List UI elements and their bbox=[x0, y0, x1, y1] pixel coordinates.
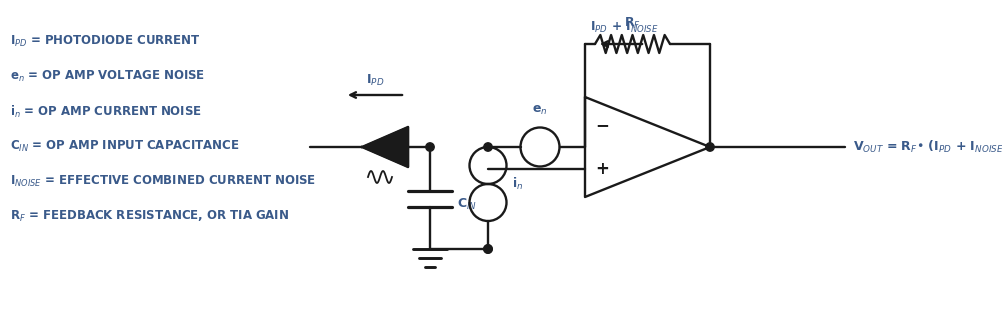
Text: e$_n$ = OP AMP VOLTAGE NOISE: e$_n$ = OP AMP VOLTAGE NOISE bbox=[10, 69, 205, 84]
Text: C$_{IN}$ = OP AMP INPUT CAPACITANCE: C$_{IN}$ = OP AMP INPUT CAPACITANCE bbox=[10, 139, 239, 154]
Text: I$_{PD}$: I$_{PD}$ bbox=[366, 73, 384, 88]
Text: I$_{PD}$ + I$_{NOISE}$: I$_{PD}$ + I$_{NOISE}$ bbox=[589, 20, 658, 35]
Text: R$_F$ = FEEDBACK RESISTANCE, OR TIA GAIN: R$_F$ = FEEDBACK RESISTANCE, OR TIA GAIN bbox=[10, 209, 289, 224]
Text: I$_{PD}$ = PHOTODIODE CURRENT: I$_{PD}$ = PHOTODIODE CURRENT bbox=[10, 34, 200, 49]
Text: e$_n$: e$_n$ bbox=[532, 104, 547, 117]
Text: V$_{OUT}$ = R$_F$• (I$_{PD}$ + I$_{NOISE}$): V$_{OUT}$ = R$_F$• (I$_{PD}$ + I$_{NOISE… bbox=[852, 139, 1002, 155]
Polygon shape bbox=[362, 127, 408, 167]
Text: i$_n$ = OP AMP CURRENT NOISE: i$_n$ = OP AMP CURRENT NOISE bbox=[10, 104, 201, 120]
Text: I$_{NOISE}$ = EFFECTIVE COMBINED CURRENT NOISE: I$_{NOISE}$ = EFFECTIVE COMBINED CURRENT… bbox=[10, 174, 316, 189]
Circle shape bbox=[483, 245, 492, 253]
Text: −: − bbox=[594, 116, 608, 134]
Circle shape bbox=[483, 143, 492, 151]
Text: +: + bbox=[594, 160, 608, 178]
Circle shape bbox=[705, 143, 713, 151]
Circle shape bbox=[483, 245, 492, 253]
Text: R$_F$: R$_F$ bbox=[623, 16, 640, 31]
Circle shape bbox=[426, 143, 434, 151]
Text: C$_{IN}$: C$_{IN}$ bbox=[457, 197, 477, 211]
Text: i$_n$: i$_n$ bbox=[512, 176, 523, 192]
